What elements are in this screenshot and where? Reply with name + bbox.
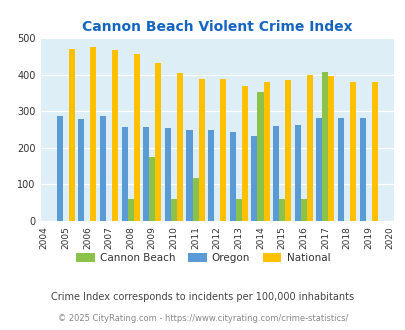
- Bar: [337, 118, 343, 221]
- Bar: [127, 199, 133, 221]
- Text: Crime Index corresponds to incidents per 100,000 inhabitants: Crime Index corresponds to incidents per…: [51, 292, 354, 302]
- Bar: [143, 127, 149, 221]
- Bar: [112, 50, 118, 221]
- Bar: [149, 157, 155, 221]
- Bar: [251, 136, 257, 221]
- Legend: Cannon Beach, Oregon, National: Cannon Beach, Oregon, National: [71, 248, 334, 267]
- Bar: [300, 199, 306, 221]
- Bar: [100, 116, 106, 221]
- Bar: [273, 126, 278, 221]
- Bar: [241, 86, 247, 221]
- Bar: [328, 77, 334, 221]
- Bar: [371, 82, 377, 221]
- Bar: [359, 118, 365, 221]
- Bar: [278, 199, 284, 221]
- Bar: [349, 82, 355, 221]
- Bar: [198, 79, 204, 221]
- Bar: [229, 132, 235, 221]
- Bar: [78, 118, 84, 221]
- Bar: [68, 49, 75, 221]
- Bar: [164, 128, 171, 221]
- Bar: [263, 82, 269, 221]
- Bar: [315, 118, 322, 221]
- Bar: [90, 48, 96, 221]
- Bar: [322, 72, 328, 221]
- Bar: [220, 79, 226, 221]
- Bar: [57, 116, 62, 221]
- Bar: [155, 63, 161, 221]
- Bar: [171, 199, 177, 221]
- Bar: [192, 178, 198, 221]
- Bar: [284, 81, 290, 221]
- Bar: [121, 127, 127, 221]
- Bar: [177, 73, 183, 221]
- Bar: [186, 130, 192, 221]
- Title: Cannon Beach Violent Crime Index: Cannon Beach Violent Crime Index: [82, 20, 352, 34]
- Bar: [208, 130, 214, 221]
- Bar: [306, 75, 312, 221]
- Bar: [133, 54, 139, 221]
- Bar: [257, 92, 263, 221]
- Bar: [294, 125, 300, 221]
- Text: © 2025 CityRating.com - https://www.cityrating.com/crime-statistics/: © 2025 CityRating.com - https://www.city…: [58, 314, 347, 323]
- Bar: [235, 199, 241, 221]
